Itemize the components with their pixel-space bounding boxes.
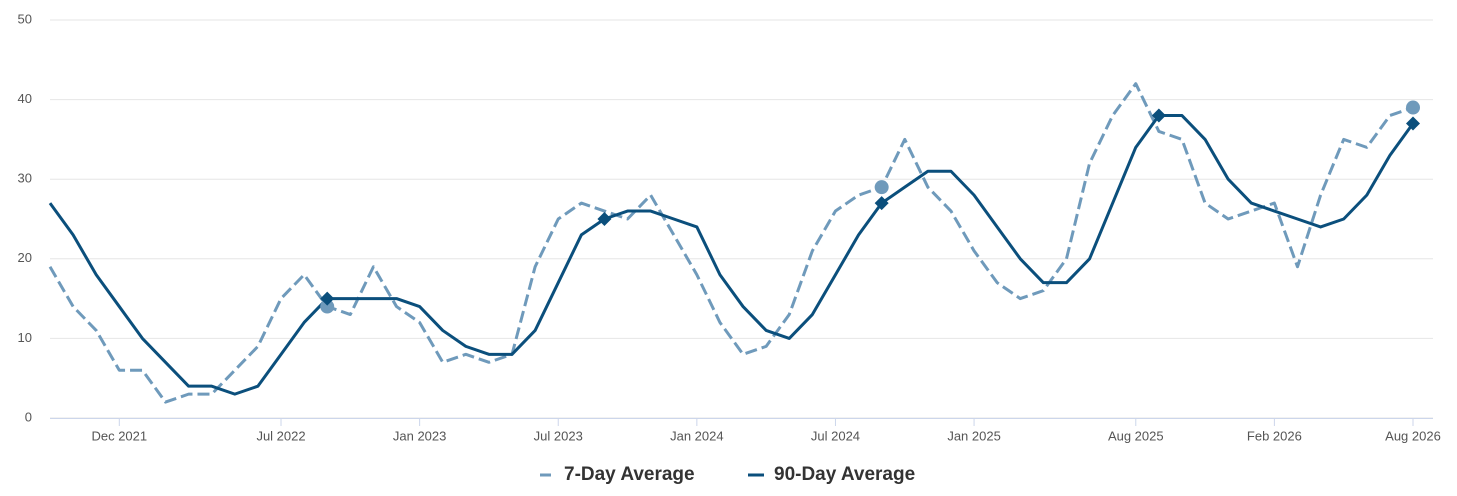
point-marker bbox=[1406, 116, 1420, 131]
y-tick-label: 20 bbox=[18, 250, 32, 265]
point-marker bbox=[1151, 108, 1166, 123]
y-tick-label: 0 bbox=[25, 409, 32, 424]
x-tick-label: Jul 2024 bbox=[811, 428, 860, 443]
point-marker bbox=[597, 212, 612, 226]
x-tick-label: Aug 2025 bbox=[1108, 428, 1164, 443]
y-tick-label: 10 bbox=[18, 330, 32, 345]
x-tick-label: Aug 2026 bbox=[1385, 428, 1441, 443]
point-marker bbox=[320, 299, 335, 314]
x-tick-label: Dec 2021 bbox=[91, 428, 147, 443]
y-tick-label: 50 bbox=[18, 11, 32, 26]
legend-label: 7-Day Average bbox=[564, 464, 695, 485]
series-line bbox=[48, 114, 1415, 396]
x-tick-label: Jan 2025 bbox=[947, 428, 1001, 443]
point-marker bbox=[320, 291, 335, 306]
x-tick-label: Jul 2023 bbox=[534, 428, 583, 443]
y-tick-label: 30 bbox=[18, 171, 32, 186]
x-tick-label: Feb 2026 bbox=[1247, 428, 1302, 443]
point-marker bbox=[1406, 100, 1420, 115]
x-tick-label: Jul 2022 bbox=[256, 428, 305, 443]
x-tick-label: Jan 2024 bbox=[670, 428, 724, 443]
series-line bbox=[48, 82, 1414, 404]
legend-label: 90-Day Average bbox=[774, 464, 915, 485]
point-marker bbox=[874, 196, 889, 211]
x-tick-label: Jan 2023 bbox=[393, 428, 447, 443]
y-tick-label: 40 bbox=[18, 91, 32, 106]
point-marker bbox=[874, 180, 889, 195]
